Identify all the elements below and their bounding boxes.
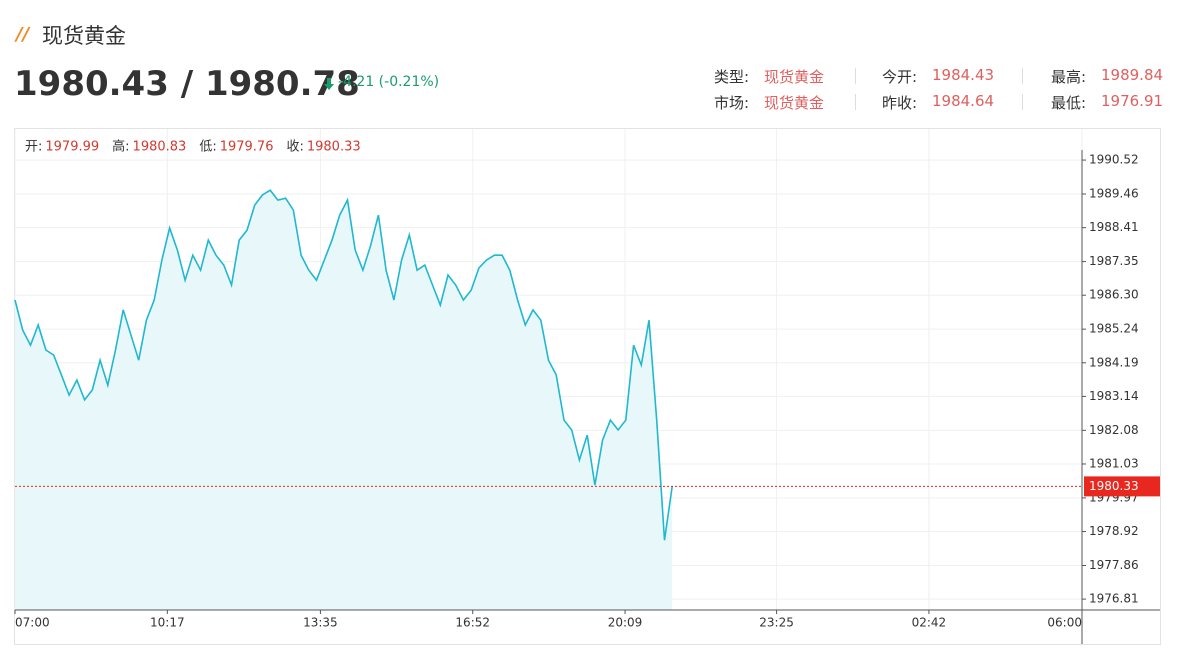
info-value: 1989.84 bbox=[1101, 66, 1164, 84]
info-label: 最高: bbox=[1051, 68, 1087, 86]
info-value: 1984.64 bbox=[932, 92, 995, 110]
y-tick-label: 1978.92 bbox=[1089, 524, 1139, 538]
info-value: 现货黄金 bbox=[764, 94, 825, 112]
separator bbox=[1022, 68, 1023, 84]
info-value: 1984.43 bbox=[932, 66, 995, 84]
title: 现货黄金 bbox=[42, 24, 126, 48]
separator bbox=[1022, 94, 1023, 110]
x-tick-label: 07:00 bbox=[15, 616, 50, 630]
ohlc-label: 低: bbox=[199, 140, 216, 155]
price-line bbox=[14, 189, 673, 541]
info-label: 今开: bbox=[882, 68, 918, 86]
x-tick-label: 16:52 bbox=[455, 616, 490, 630]
y-tick-label: 1976.81 bbox=[1089, 592, 1139, 606]
x-tick-label: 06:00 bbox=[1047, 616, 1082, 630]
y-tick-label: 1981.03 bbox=[1089, 456, 1139, 470]
info-label: 最低: bbox=[1051, 94, 1087, 112]
last-price-label: 1980.33 bbox=[1089, 479, 1139, 493]
y-tick-label: 1977.86 bbox=[1089, 558, 1139, 572]
y-tick-label: 1982.08 bbox=[1089, 423, 1139, 437]
y-tick-label: 1990.52 bbox=[1089, 153, 1139, 167]
ohlc-label: 开: bbox=[25, 140, 42, 155]
info-label: 类型: bbox=[714, 68, 750, 86]
y-tick-label: 1985.24 bbox=[1089, 322, 1139, 336]
info-label: 市场: bbox=[714, 94, 750, 112]
area bbox=[15, 190, 673, 610]
ohlc-value: 1979.76 bbox=[220, 140, 274, 155]
ohlc-label: 收: bbox=[286, 140, 303, 155]
x-tick-label: 02:42 bbox=[912, 616, 947, 630]
price-change: -4.21 (-0.21%) bbox=[338, 74, 440, 90]
ohlc-value: 1980.83 bbox=[133, 140, 187, 155]
y-tick-label: 1989.46 bbox=[1089, 187, 1139, 201]
separator bbox=[855, 68, 856, 84]
x-tick-label: 10:17 bbox=[150, 616, 185, 630]
ohlc-value: 1980.33 bbox=[307, 140, 361, 155]
y-tick-label: 1988.41 bbox=[1089, 220, 1139, 234]
y-tick-label: 1986.30 bbox=[1089, 288, 1139, 302]
separator bbox=[855, 94, 856, 110]
y-tick-label: 1984.19 bbox=[1089, 355, 1139, 369]
y-tick-label: 1987.35 bbox=[1089, 254, 1139, 268]
last-price-box bbox=[1084, 476, 1160, 497]
x-tick-label: 13:35 bbox=[303, 616, 338, 630]
info-value: 1976.91 bbox=[1101, 92, 1164, 110]
x-tick-label: 23:25 bbox=[759, 616, 794, 630]
down-arrow bbox=[324, 78, 334, 90]
price: 1980.43 / 1980.78 bbox=[14, 64, 360, 104]
ohlc-value: 1979.99 bbox=[45, 140, 99, 155]
title-icon: // bbox=[16, 24, 30, 45]
info-label: 昨收: bbox=[882, 94, 918, 112]
x-tick-label: 20:09 bbox=[608, 616, 643, 630]
y-tick-label: 1983.14 bbox=[1089, 389, 1139, 403]
ohlc-label: 高: bbox=[112, 139, 129, 155]
info-value: 现货黄金 bbox=[764, 68, 825, 86]
